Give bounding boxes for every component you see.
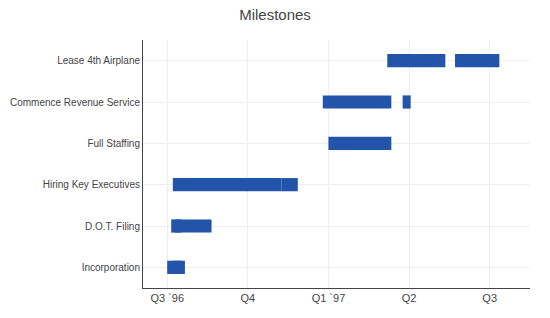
svg-text:Full Staffing: Full Staffing	[87, 138, 140, 149]
svg-text:Q3 `96: Q3 `96	[150, 292, 184, 304]
svg-text:D.O.T. Filing: D.O.T. Filing	[85, 221, 140, 232]
svg-text:Hiring Key Executives: Hiring Key Executives	[43, 179, 140, 190]
svg-text:Lease 4th Airplane: Lease 4th Airplane	[57, 55, 140, 66]
svg-text:Milestones: Milestones	[239, 6, 311, 23]
svg-text:Commence Revenue Service: Commence Revenue Service	[10, 97, 140, 108]
svg-text:Q4: Q4	[240, 292, 255, 304]
svg-text:Incorporation: Incorporation	[82, 262, 140, 273]
svg-text:Q1 `97: Q1 `97	[312, 292, 346, 304]
svg-text:Q2: Q2	[402, 292, 417, 304]
svg-text:Q3: Q3	[482, 292, 497, 304]
